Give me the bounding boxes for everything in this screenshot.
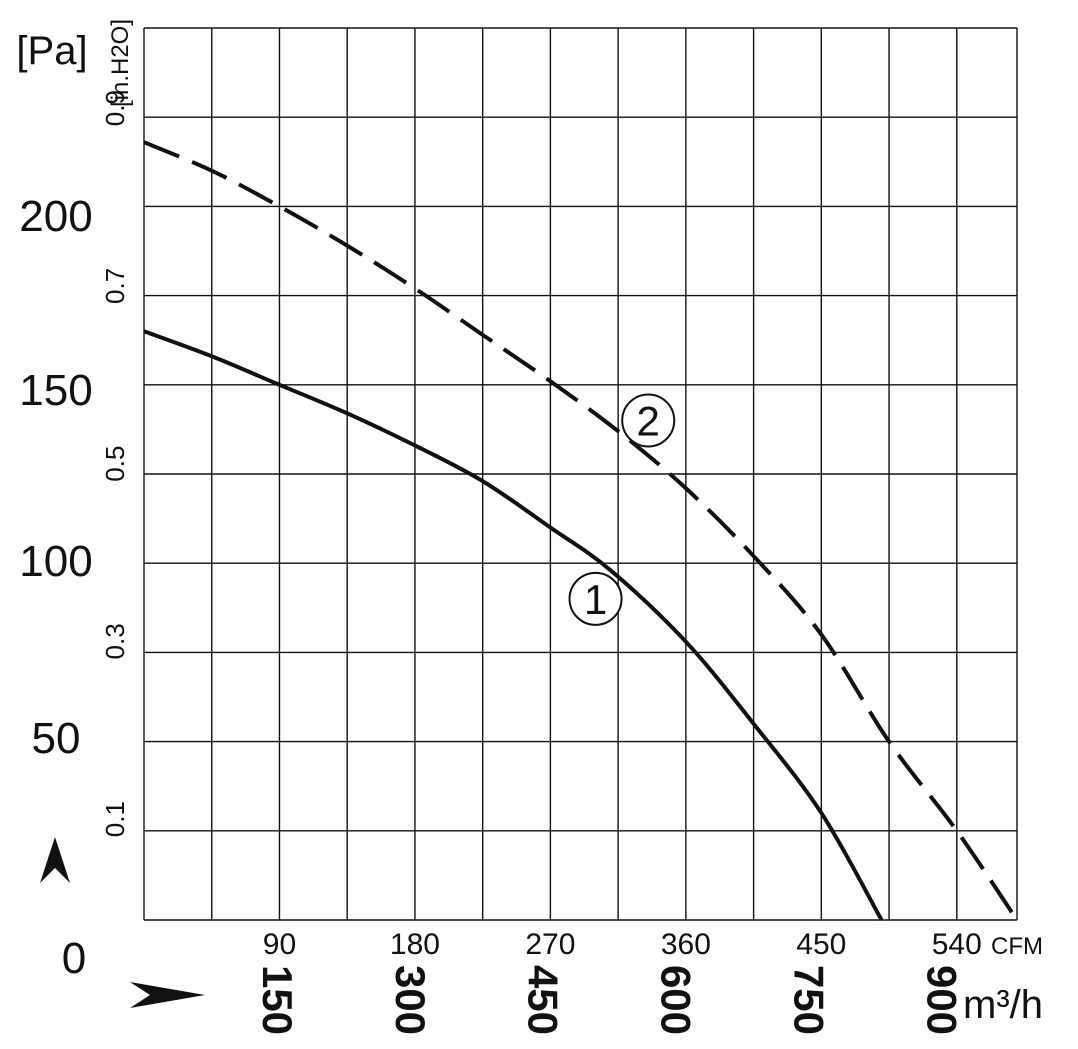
x-tick-m3h-150: 150 [254,965,301,1035]
x-tick-m3h-900: 900 [918,965,965,1035]
series-marker-label-1: 1 [584,576,607,623]
x-tick-m3h-300: 300 [387,965,434,1035]
series-marker-circle-2 [621,393,676,448]
x-tick-cfm-360: 360 [661,928,711,961]
up-arrowhead-icon [40,837,70,883]
x-tick-m3h-600: 600 [653,965,700,1035]
x-tick-cfm-90: 90 [263,928,296,961]
y-tick-pa-100: 100 [19,537,92,586]
labels: 0 50 100 150 200 [Pa] 0.1 0.3 0.5 0.7 0.9[in.H2O] 9… [16,19,1043,1035]
x-axis-label-cfm: CFM [991,933,1043,960]
x-tick-cfm-540: 540 [932,928,982,961]
right-arrowhead-icon [130,982,205,1008]
y-tick-pa-200: 200 [19,192,92,241]
y-tick-pa-0: 0 [62,934,86,983]
y-axis-label-pa: [Pa] [16,29,87,73]
series-marker-label-2: 2 [637,397,660,444]
y-tick-inh2o-0.3: 0.3 [100,623,130,659]
y-tick-inh2o-0.5: 0.5 [100,446,130,482]
y-tick-pa-150: 150 [19,366,92,415]
x-tick-cfm-180: 180 [390,928,440,961]
x-tick-m3h-450: 450 [520,965,567,1035]
grid [143,27,1018,921]
series-line-2 [143,140,1019,922]
y-axis-label-inh2o: [in.H2O] [107,19,134,107]
series-marker-circle-1 [568,571,623,626]
x-axis-label-m3h: m³/h [963,983,1043,1027]
x-tick-cfm-270: 270 [525,928,575,961]
curves: 12 [143,140,1019,922]
y-tick-pa-50: 50 [32,714,81,763]
y-tick-inh2o-0.1: 0.1 [100,801,130,837]
series-line-1 [143,329,884,921]
x-tick-m3h-750: 750 [785,965,832,1035]
y-tick-inh2o-0.7: 0.7 [100,268,130,304]
y-tick-inh2o-0.9: 0.9 [100,90,130,126]
x-tick-cfm-450: 450 [796,928,846,961]
